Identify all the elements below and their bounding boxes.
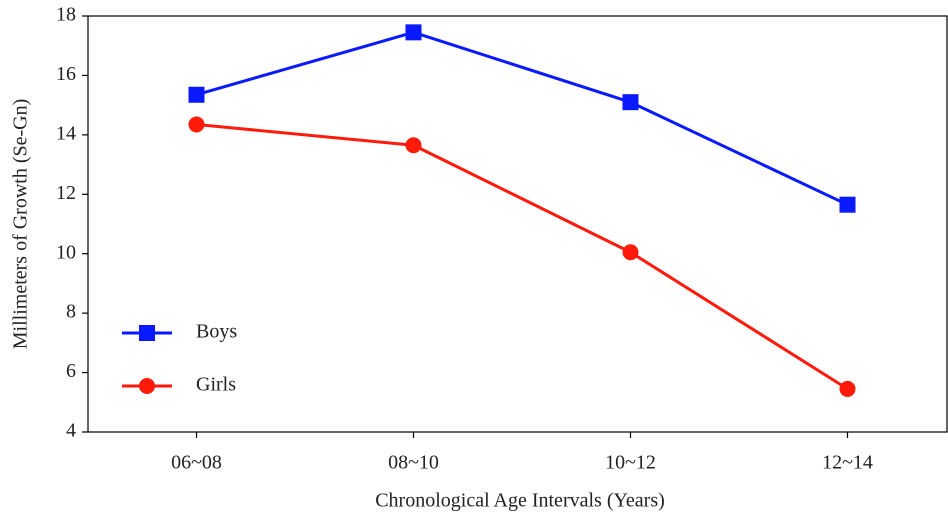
y-tick-label: 16 — [56, 63, 76, 85]
x-tick-label: 12~14 — [822, 452, 873, 474]
x-tick-label: 10~12 — [605, 452, 656, 474]
y-tick-label: 18 — [56, 4, 76, 26]
marker — [139, 325, 155, 341]
marker — [405, 24, 422, 41]
y-tick-label: 4 — [66, 420, 76, 442]
y-tick-label: 10 — [56, 241, 76, 263]
marker — [188, 116, 205, 133]
series-line — [196, 30, 849, 207]
x-axis-label: Chronological Age Intervals (Years) — [375, 490, 665, 512]
marker — [188, 86, 205, 103]
y-tick-label: 8 — [66, 301, 76, 323]
y-tick-label: 6 — [66, 360, 76, 382]
x-tick-label: 08~10 — [388, 452, 439, 474]
marker — [139, 378, 155, 394]
plot-frame — [87, 15, 948, 433]
x-tick-label: 06~08 — [171, 452, 222, 474]
y-tick-label: 14 — [56, 122, 76, 144]
marker — [839, 196, 856, 213]
legend-label: Boys — [196, 321, 237, 343]
marker — [839, 380, 856, 397]
y-tick-label: 12 — [56, 182, 76, 204]
marker — [622, 244, 639, 261]
legend-label: Girls — [196, 374, 236, 396]
series-line — [196, 122, 849, 391]
y-axis-label: Millimeters of Growth (Se-Gn) — [10, 99, 32, 350]
marker — [405, 137, 422, 154]
marker — [622, 94, 639, 111]
